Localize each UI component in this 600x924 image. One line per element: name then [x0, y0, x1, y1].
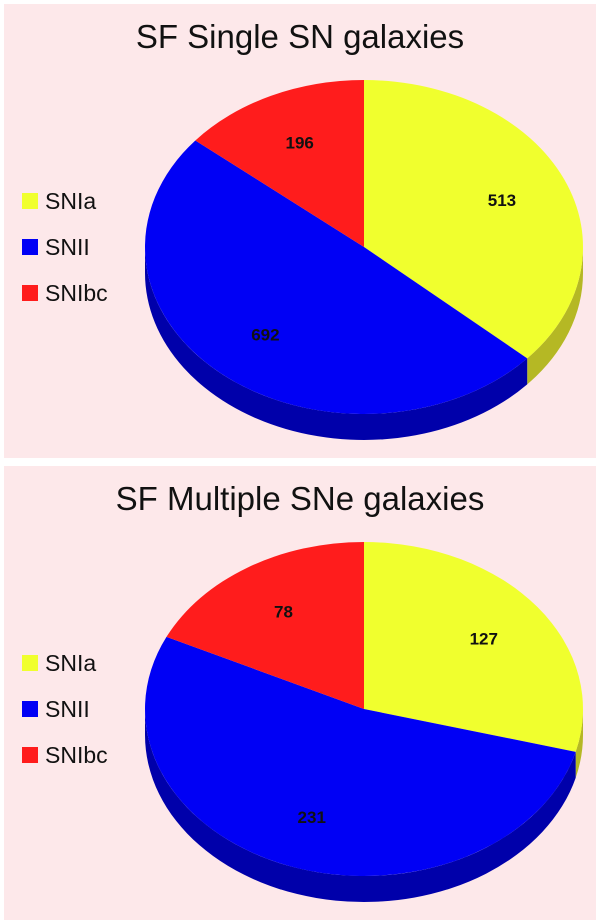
legend-item-snibc: SNIbc: [22, 732, 108, 778]
legend-item-snii: SNII: [22, 224, 108, 270]
legend-label: SNIbc: [45, 741, 108, 768]
legend-label: SNII: [45, 695, 90, 722]
legend-label: SNIa: [45, 649, 97, 676]
pie-panel-multiple: SF Multiple SNe galaxies 127 231 78 SNIa S…: [4, 466, 596, 920]
slice-value-label-snibc: 196: [286, 134, 314, 153]
pie-chart-single: 513 692 196: [144, 80, 583, 441]
legend-swatch-snii: [22, 239, 38, 255]
pie-side-group: [144, 247, 583, 441]
slice-value-label-snii: 231: [298, 808, 326, 827]
legend-item-snia: SNIa: [22, 640, 108, 686]
legend-swatch-snibc: [22, 747, 38, 763]
chart-title: SF Single SN galaxies: [135, 18, 465, 55]
slice-value-label-snia: 513: [488, 191, 516, 210]
legend-item-snibc: SNIbc: [22, 270, 108, 316]
pie-slice-snia: [364, 542, 583, 752]
pie-slice-snibc: [195, 80, 364, 247]
pie-slice-snii: [144, 636, 576, 876]
slice-value-label-snia: 127: [470, 630, 498, 649]
pie-side-snia: [527, 247, 583, 385]
pie-slice-snia: [364, 80, 583, 359]
legend-swatch-snia: [22, 193, 38, 209]
pie-slice-snibc: [166, 542, 364, 709]
legend: SNIa SNII SNIbc: [22, 178, 108, 316]
pie-slice-snii: [145, 140, 528, 414]
legend-swatch-snia: [22, 655, 38, 671]
pie-side-group: [145, 709, 583, 902]
legend-label: SNIbc: [45, 279, 108, 306]
chart-title: SF Multiple SNe galaxies: [115, 480, 485, 517]
pie-chart-multiple: 127 231 78: [144, 542, 583, 902]
legend: SNIa SNII SNIbc: [22, 640, 108, 778]
legend-item-snia: SNIa: [22, 178, 108, 224]
pie-panel-single: SF Single SN galaxies 513 692 196 SNIa SNI…: [4, 4, 596, 458]
legend-label: SNIa: [45, 187, 97, 214]
pie-side-snii: [145, 709, 576, 902]
pie-side-snia: [575, 709, 583, 778]
pie-side-snii: [144, 247, 528, 441]
legend-swatch-snii: [22, 701, 38, 717]
legend-swatch-snibc: [22, 285, 38, 301]
legend-item-snii: SNII: [22, 686, 108, 732]
legend-label: SNII: [45, 233, 90, 260]
slice-value-label-snibc: 78: [274, 602, 293, 621]
slice-value-label-snii: 692: [251, 325, 279, 344]
